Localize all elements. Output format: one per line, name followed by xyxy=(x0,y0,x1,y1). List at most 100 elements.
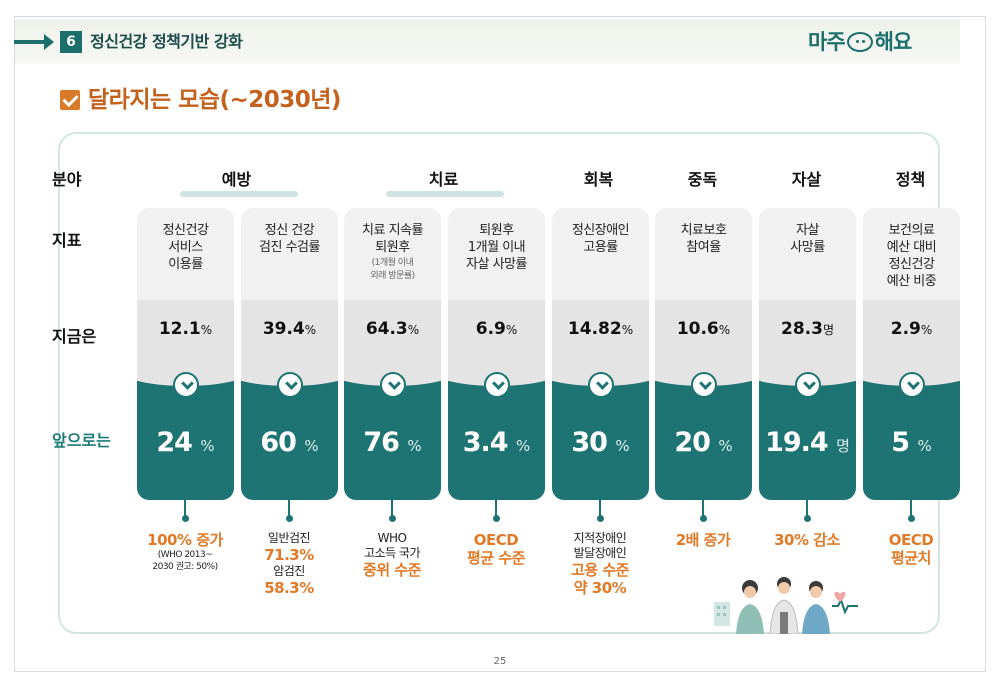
target-number: 3.4 xyxy=(462,427,509,458)
current-value: 6.9% xyxy=(448,318,545,341)
target-note: OECD 평균 수준 xyxy=(441,531,551,567)
current-value: 10.6% xyxy=(655,318,752,341)
indicator-line: 자살 사망률 xyxy=(466,257,527,272)
indicator-line: 1개월 이내 xyxy=(467,240,526,255)
connector-line xyxy=(391,500,393,518)
current-number: 2.9 xyxy=(890,319,921,339)
category-prevention: 예방 xyxy=(221,170,252,189)
target-number: 19.4 xyxy=(765,427,829,458)
target-note: 100% 증가 (WHO 2013~ 2030 권고: 50%) xyxy=(130,531,240,573)
target-unit: 명 xyxy=(836,437,850,455)
indicator-line: 이용률 xyxy=(168,257,203,272)
connector-line xyxy=(495,500,497,518)
note-line: 100% 증가 xyxy=(147,531,223,549)
note-line: 2배 증가 xyxy=(675,531,731,549)
page-title: 달라지는 모습(~2030년) xyxy=(88,87,341,113)
current-unit: % xyxy=(505,323,518,337)
connector-line xyxy=(910,500,912,518)
row-label-category: 분야 xyxy=(52,170,82,189)
category-policy: 정책 xyxy=(895,170,926,189)
connector-line xyxy=(702,500,704,518)
target-unit: % xyxy=(718,437,733,455)
note-line: 58.3% xyxy=(264,579,314,597)
logo-text-left: 마주 xyxy=(808,30,846,54)
indicator-text: 정신건강 서비스 이용률 xyxy=(141,222,230,273)
indicator-column: 정신 건강 검진 수검률 39.4% 60 % xyxy=(241,208,338,500)
target-number: 76 xyxy=(363,427,400,458)
indicator-line: 검진 수검률 xyxy=(259,240,320,255)
note-line: (WHO 2013~ xyxy=(157,550,213,560)
category-addiction: 중독 xyxy=(687,170,718,189)
people-illustration xyxy=(714,577,858,634)
chevron-down-icon xyxy=(690,372,717,398)
connector-dot xyxy=(908,515,915,522)
connector-dot xyxy=(804,515,811,522)
speech-bubble-icon xyxy=(846,32,873,52)
chevron-down-icon xyxy=(794,372,821,398)
indicator-line: 치료보호 xyxy=(680,223,727,238)
category-recovery: 회복 xyxy=(583,170,614,189)
connector-dot xyxy=(700,515,707,522)
target-value: 30 % xyxy=(552,426,649,463)
indicator-cell xyxy=(759,208,856,300)
indicator-line: 보건의료 xyxy=(888,223,935,238)
current-number: 64.3 xyxy=(365,319,408,339)
indicator-text: 보건의료 예산 대비 정신건강 예산 비중 xyxy=(867,222,956,290)
indicator-line: 정신 건강 xyxy=(264,223,315,238)
target-unit: % xyxy=(304,437,319,455)
chevron-down-icon xyxy=(898,372,925,398)
note-line: 30% 감소 xyxy=(774,531,840,549)
target-unit: % xyxy=(515,437,531,455)
target-value: 3.4 % xyxy=(448,426,545,463)
target-number: 24 xyxy=(156,427,193,458)
chevron-down-icon xyxy=(587,372,614,398)
indicator-line: 치료 지속률 xyxy=(362,223,423,238)
target-unit: % xyxy=(407,437,422,455)
target-note: 지적장애인 발달장애인 고용 수준 약 30% xyxy=(545,531,655,597)
current-number: 12.1 xyxy=(158,319,201,339)
target-note: 2배 증가 xyxy=(648,531,758,549)
logo: 마주 해요 xyxy=(808,28,913,56)
current-value: 39.4% xyxy=(241,318,338,341)
target-note: OECD 평균치 xyxy=(856,531,966,567)
category-suicide: 자살 xyxy=(791,170,822,189)
current-number: 10.6 xyxy=(676,319,719,339)
connector-dot xyxy=(493,515,500,522)
logo-text-right: 해요 xyxy=(874,30,913,54)
target-note: 30% 감소 xyxy=(752,531,862,549)
header-band xyxy=(15,20,960,64)
target-value: 76 % xyxy=(344,426,441,463)
current-number: 6.9 xyxy=(475,319,506,339)
target-number: 5 xyxy=(891,427,910,458)
indicator-line: 정신장애인 xyxy=(571,223,630,238)
target-value: 24 % xyxy=(137,426,234,463)
target-note: WHO 고소득 국가 중위 수준 xyxy=(337,531,447,579)
current-unit: % xyxy=(200,323,213,337)
connector-line xyxy=(184,500,186,518)
indicator-column: 정신장애인 고용률 14.82% 30 % xyxy=(552,208,649,500)
target-note: 일반검진 71.3% 암검진 58.3% xyxy=(234,531,344,597)
target-unit: % xyxy=(200,437,215,455)
checkbox-icon xyxy=(60,90,80,110)
indicator-column: 자살 사망률 28.3명 19.4 명 xyxy=(759,208,856,500)
note-line: 암검진 xyxy=(273,564,305,578)
indicator-line: 정신건강 xyxy=(888,257,935,272)
note-line: OECD xyxy=(473,531,519,549)
indicator-cell xyxy=(137,208,234,300)
indicator-line: 퇴원후 xyxy=(479,223,514,238)
current-unit: % xyxy=(304,323,317,337)
category-underline-treatment xyxy=(386,191,504,197)
row-label-indicator: 지표 xyxy=(52,231,82,250)
chevron-down-icon xyxy=(379,372,406,398)
indicator-cell xyxy=(344,208,441,300)
note-line: OECD xyxy=(888,531,934,549)
page-number: 25 xyxy=(493,656,507,667)
note-line: 평균치 xyxy=(891,549,931,567)
note-line: 평균 수준 xyxy=(467,549,525,567)
current-unit: % xyxy=(920,323,933,337)
note-line: 고용 수준 xyxy=(571,561,629,579)
current-value: 64.3% xyxy=(344,318,441,341)
indicator-line: 예산 대비 xyxy=(886,240,937,255)
current-number: 28.3 xyxy=(781,319,823,339)
